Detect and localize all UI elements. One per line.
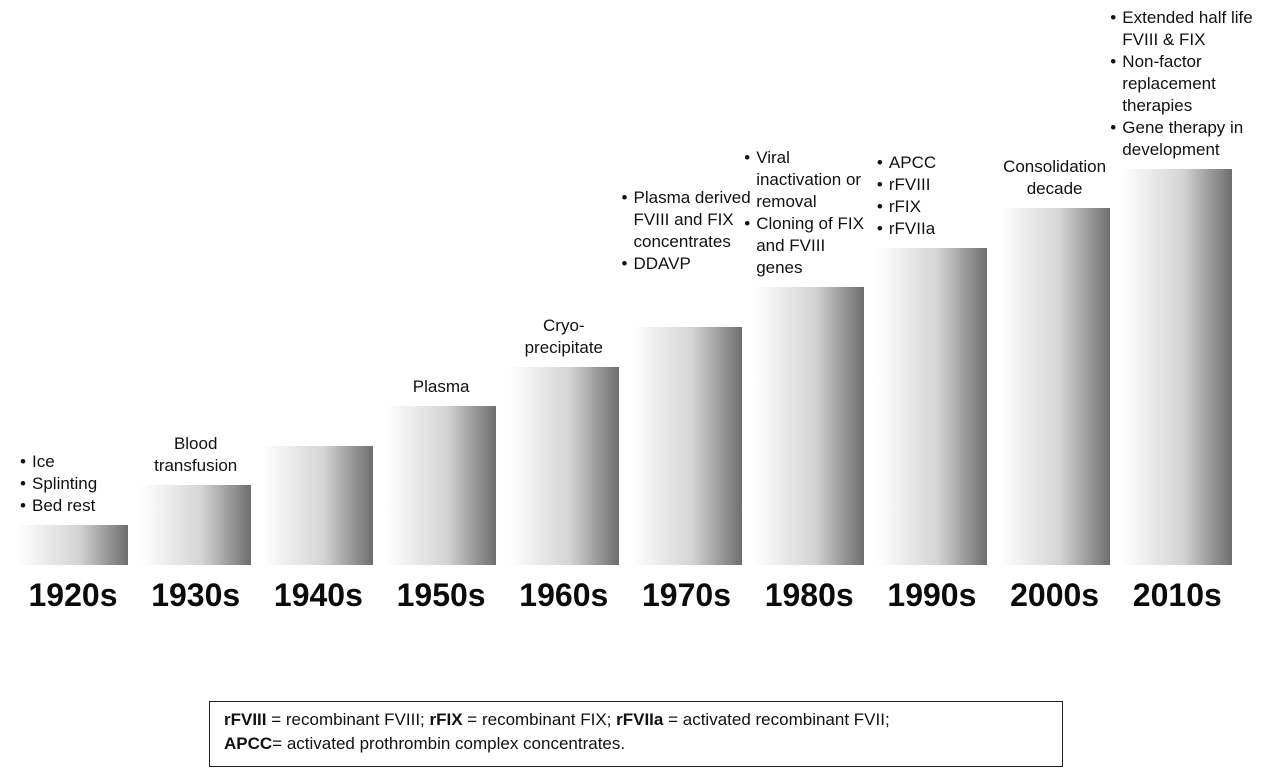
milestone-text-line: Blood [173, 434, 218, 454]
milestone-item: Extended half life FVIII & FIX [1110, 7, 1268, 51]
milestone-item: Plasma derived FVIII and FIX concentrate… [622, 187, 756, 253]
milestone-text-line: Cryo- [543, 315, 585, 335]
milestone-item: rFIX [877, 196, 997, 218]
decade-label: 1970s [642, 577, 731, 613]
milestone-text-line: Consolidation [1003, 157, 1107, 177]
decade-label: 1950s [396, 577, 486, 613]
milestone-item: DDAVP [622, 253, 756, 275]
milestone-label-1930s: Blood transfusion [131, 433, 261, 477]
legend-term: rFIX [429, 710, 463, 729]
milestone-label-1950s: Plasma [378, 376, 504, 398]
milestone-item: Viral inactivation or removal [744, 147, 872, 213]
milestone-label-2010s: Extended half life FVIII & FIXNon-factor… [1110, 7, 1268, 161]
milestone-item: Splinting [20, 473, 160, 495]
milestone-item: Cloning of FIX and FVIII genes [744, 213, 872, 279]
bar-1940s [263, 445, 374, 565]
bar-1980s [754, 287, 865, 565]
milestone-list: IceSplintingBed rest [20, 451, 160, 517]
milestone-label-1970s: Plasma derived FVIII and FIX concentrate… [622, 187, 756, 275]
bar-2010s [1122, 168, 1233, 565]
milestone-list: Plasma derived FVIII and FIX concentrate… [622, 187, 756, 275]
legend-line-1: rFVIII = recombinant FVIII; rFIX = recom… [224, 708, 1048, 732]
bar-1920s [18, 525, 128, 565]
milestone-label-2000s: Consolidation decade [982, 156, 1128, 200]
milestone-label-1990s: APCCrFVIIIrFIXrFVIIa [877, 152, 997, 240]
decade-label: 2010s [1132, 577, 1222, 613]
bar-1930s [140, 485, 251, 565]
legend-term: APCC [224, 734, 273, 753]
milestone-list: Viral inactivation or removalCloning of … [744, 147, 872, 279]
bar-1950s [386, 406, 497, 565]
legend-definition: = recombinant FIX; [462, 710, 617, 729]
milestone-item: Bed rest [20, 495, 160, 517]
abbreviation-legend: rFVIII = recombinant FVIII; rFIX = recom… [209, 701, 1063, 767]
milestone-list: APCCrFVIIIrFIXrFVIIa [877, 152, 997, 240]
milestone-label-1960s: Cryo-precipitate [501, 315, 627, 359]
decade-label: 2000s [1010, 577, 1100, 613]
milestone-text-line: Plasma [412, 377, 470, 397]
milestone-text-line: decade [1026, 179, 1083, 199]
milestone-list: Extended half life FVIII & FIXNon-factor… [1110, 7, 1268, 161]
decade-label: 1990s [887, 577, 977, 613]
milestone-item: rFVIIa [877, 218, 997, 240]
milestone-item: Ice [20, 451, 160, 473]
milestone-label-1920s: IceSplintingBed rest [20, 451, 160, 517]
legend-definition: = activated recombinant FVII; [663, 710, 890, 729]
bar-2000s [999, 208, 1110, 565]
milestone-item: Gene therapy in development [1110, 117, 1268, 161]
bar-1960s [508, 366, 619, 565]
milestone-item: APCC [877, 152, 997, 174]
milestone-item: Non-factor replacement therapies [1110, 51, 1268, 117]
milestone-text-line: precipitate [524, 337, 604, 357]
legend-line-2: APCC= activated prothrombin complex conc… [224, 732, 1048, 756]
legend-term: rFVIIa [616, 710, 664, 729]
decade-label: 1940s [273, 577, 363, 613]
milestone-text-line: transfusion [154, 456, 238, 476]
legend-definition: = recombinant FVIII; [266, 710, 430, 729]
bar-1970s [631, 327, 742, 565]
milestone-item: rFVIII [877, 174, 997, 196]
decade-label: 1980s [764, 577, 854, 613]
legend-definition: = activated prothrombin complex concentr… [272, 734, 626, 753]
milestone-label-1980s: Viral inactivation or removalCloning of … [744, 147, 872, 279]
legend-term: rFVIII [224, 710, 267, 729]
decade-label: 1920s [28, 577, 118, 613]
decade-label: 1960s [519, 577, 609, 613]
decade-label: 1930s [151, 577, 241, 613]
bar-1990s [876, 247, 987, 565]
